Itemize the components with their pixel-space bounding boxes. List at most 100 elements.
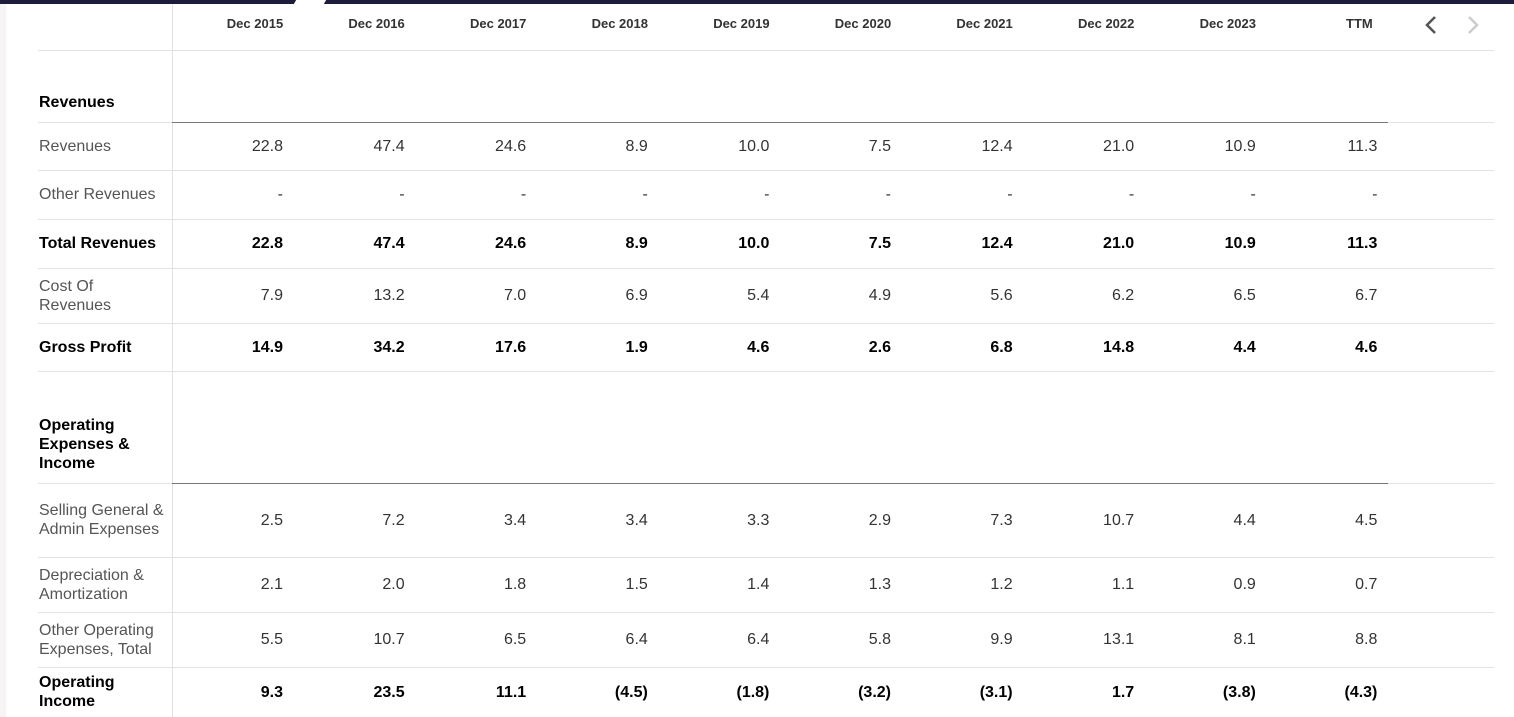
cell-value: - [277, 186, 283, 203]
cell-value: 22.8 [251, 235, 283, 252]
cell-value: 17.6 [495, 338, 527, 356]
column-header: Dec 2017 [469, 16, 527, 31]
cell-value: 7.9 [260, 287, 283, 304]
row-divider [38, 323, 1494, 324]
cell-value: 11.3 [1347, 235, 1378, 252]
section-divider [172, 122, 1388, 123]
cell-value: 13.2 [373, 287, 405, 304]
cell-value: 1.9 [625, 338, 648, 356]
row-label: Other Revenues [39, 186, 156, 203]
cell-value: 24.6 [495, 137, 527, 155]
cell-value: 21.0 [1103, 235, 1135, 252]
cell-value: 0.7 [1355, 576, 1378, 593]
cell-value: 12.4 [981, 235, 1013, 252]
cell-value: 6.7 [1355, 287, 1378, 304]
cell-value: 5.4 [747, 287, 770, 304]
column-header: Dec 2022 [1077, 16, 1135, 31]
cell-value: 11.1 [495, 683, 527, 701]
cell-value: 10.7 [373, 631, 405, 648]
cell-value: 1.5 [625, 576, 648, 593]
column-header: Dec 2021 [956, 16, 1013, 31]
cell-value: 4.5 [1355, 511, 1378, 529]
cell-value: 1.8 [503, 576, 527, 593]
cell-value: 12.4 [981, 137, 1013, 155]
cell-value: 2.0 [382, 576, 405, 593]
cell-value: 4.4 [1233, 338, 1256, 356]
top-bar-notch [293, 0, 327, 4]
cell-value: 4.4 [1233, 511, 1256, 529]
cell-value: 5.6 [990, 287, 1013, 304]
cell-value: 6.5 [503, 631, 527, 648]
cell-value: 2.6 [868, 338, 891, 356]
cell-value: 3.3 [747, 511, 770, 529]
cell-value: 4.6 [747, 338, 770, 356]
cell-value: 13.1 [1103, 631, 1135, 648]
cell-value: (4.5) [614, 683, 648, 701]
cell-value: - [399, 186, 405, 203]
cell-value: 9.3 [260, 683, 283, 701]
cell-value: 8.1 [1233, 631, 1256, 648]
cell-value: 6.5 [1233, 287, 1256, 304]
cell-value: 3.4 [625, 511, 648, 529]
cell-value: 6.4 [625, 631, 648, 648]
row-divider [38, 268, 1494, 269]
column-header: Dec 2018 [591, 16, 648, 31]
section-title: Revenues [39, 94, 115, 111]
cell-value: 14.9 [251, 338, 283, 356]
cell-value: 6.9 [625, 287, 648, 304]
cell-value: 1.2 [990, 576, 1013, 593]
section-title: Operating Expenses & Income [39, 417, 130, 472]
row-label: Total Revenues [39, 235, 157, 252]
cell-value: 8.9 [625, 235, 648, 252]
cell-value: (4.3) [1344, 683, 1378, 701]
row-label: Cost Of Revenues [39, 277, 112, 314]
cell-value: 24.6 [495, 235, 527, 252]
left-edge [0, 4, 6, 717]
row-divider [38, 557, 1494, 558]
prev-button[interactable] [1421, 14, 1441, 36]
cell-value: (3.2) [858, 683, 891, 701]
cell-value: 23.5 [373, 683, 405, 701]
cell-value: 10.7 [1103, 511, 1135, 529]
cell-value: 10.9 [1224, 137, 1256, 155]
cell-value: 2.5 [260, 511, 283, 529]
row-label: Gross Profit [39, 338, 132, 356]
next-button[interactable] [1463, 14, 1483, 36]
cell-value: 7.0 [503, 287, 527, 304]
column-header: Dec 2015 [226, 16, 284, 31]
cell-value: - [520, 186, 527, 203]
section-divider [172, 483, 1388, 484]
cell-value: 10.0 [738, 137, 770, 155]
cell-value: - [764, 186, 770, 203]
row-divider [38, 50, 1494, 51]
cell-value: 8.9 [625, 137, 648, 155]
cell-value: 2.9 [868, 511, 891, 529]
cell-value: (3.8) [1222, 683, 1256, 701]
cell-value: 11.3 [1347, 137, 1378, 155]
cell-value: 1.4 [747, 576, 770, 593]
cell-value: - [1007, 186, 1013, 203]
cell-value: 8.8 [1355, 631, 1378, 648]
cell-value: 34.2 [373, 338, 405, 356]
row-label: Depreciation & Amortization [39, 566, 144, 603]
cell-value: 3.4 [503, 511, 527, 529]
cell-value: 5.5 [260, 631, 283, 648]
cell-value: 5.8 [868, 631, 891, 648]
column-header: Dec 2019 [713, 16, 770, 31]
column-header: Dec 2020 [834, 16, 892, 31]
cell-value: 6.4 [747, 631, 770, 648]
top-bar [0, 0, 1514, 4]
cell-value: 21.0 [1103, 137, 1135, 155]
cell-value: 1.7 [1111, 683, 1135, 701]
row-label: Revenues [39, 137, 112, 155]
cell-value: 4.6 [1355, 338, 1378, 356]
column-divider [172, 4, 173, 717]
cell-value: 1.1 [1111, 576, 1135, 593]
cell-value: - [1250, 186, 1256, 203]
column-header: Dec 2023 [1199, 16, 1256, 31]
cell-value: - [642, 186, 648, 203]
cell-value: 4.9 [868, 287, 891, 304]
row-label: Selling General & Admin Expenses [39, 502, 164, 538]
cell-value: 2.1 [260, 576, 283, 593]
